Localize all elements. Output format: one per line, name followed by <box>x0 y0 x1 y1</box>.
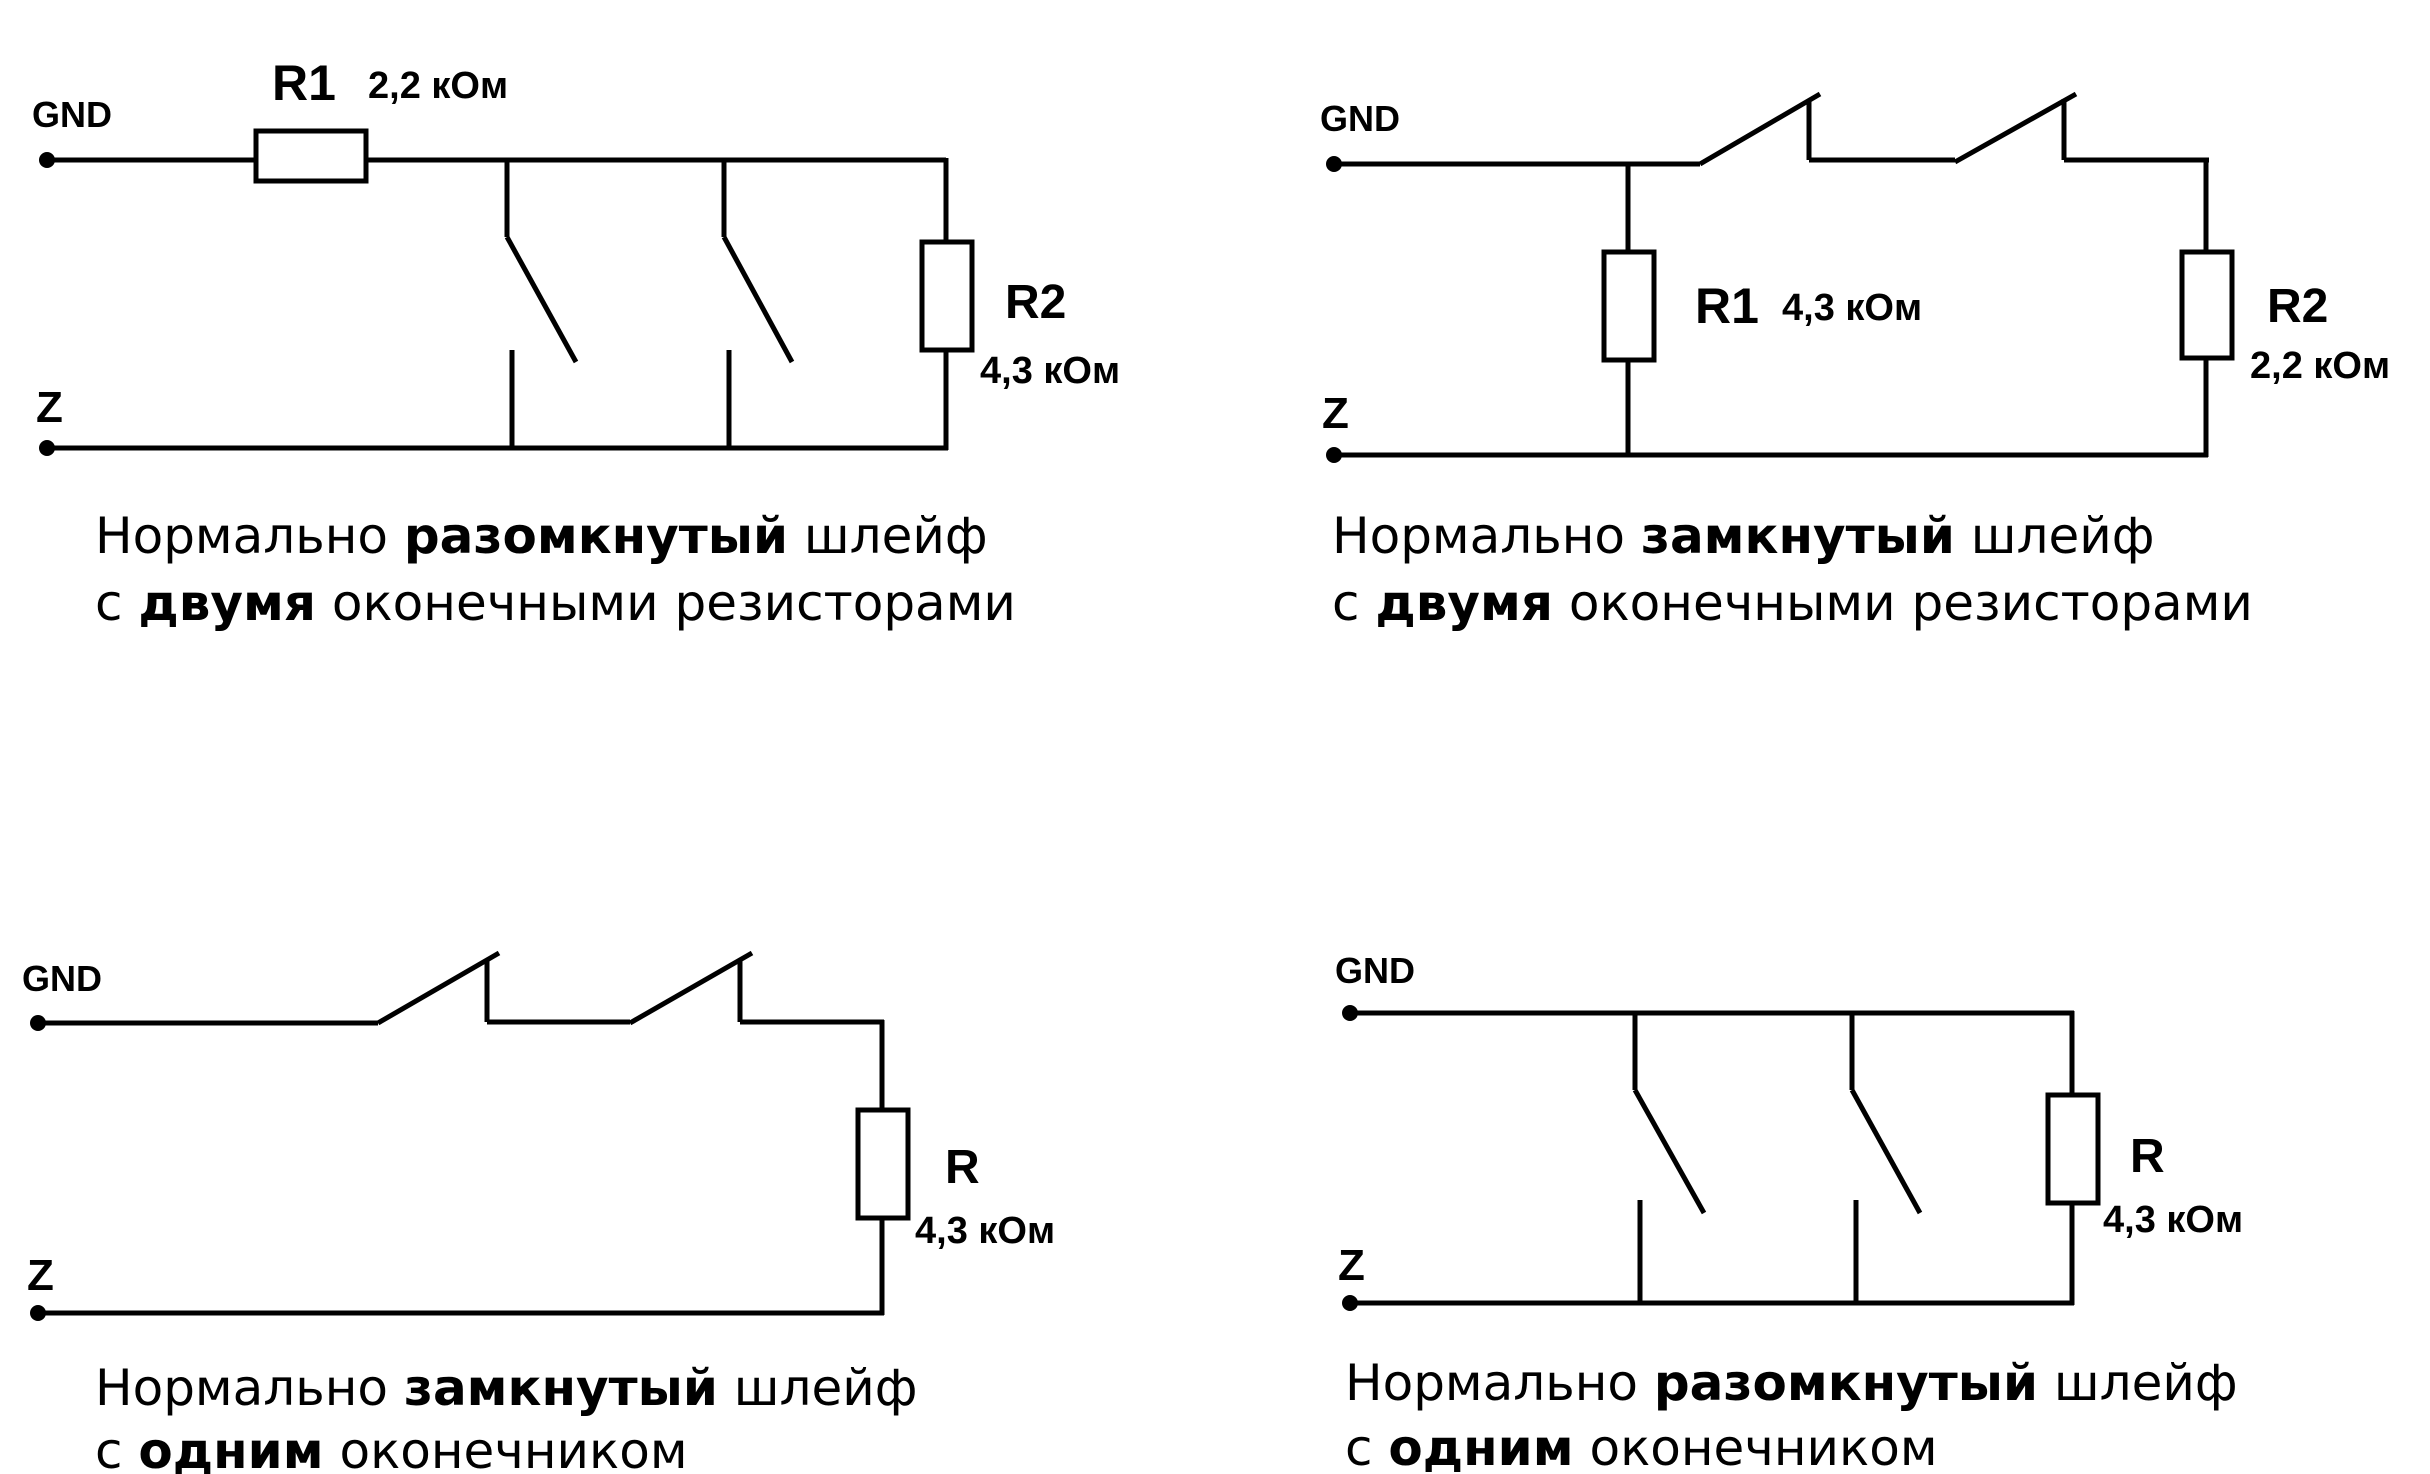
panel-no-two-resistors: GND Z R1 2,2 кОм R2 4,3 кОм Нормально ра… <box>32 55 1120 632</box>
caption-line-2: с двумя оконечными резисторами <box>1332 574 2253 632</box>
r1-resistor <box>253 128 369 184</box>
gnd-label: GND <box>1320 98 1400 139</box>
switch-1 <box>376 950 501 1026</box>
switch-1 <box>1698 91 1822 167</box>
gnd-label: GND <box>1335 950 1415 991</box>
caption-line-2: с одним оконечником <box>1345 1419 1938 1474</box>
caption-line-1: Нормально разомкнутый шлейф <box>95 507 988 565</box>
caption-line-2: с двумя оконечными резисторами <box>95 574 1016 632</box>
loop-wires <box>47 157 949 451</box>
r2-name: R2 <box>1005 276 1066 329</box>
panel-nc-two-resistors: GND Z R1 4,3 кОм R2 2,2 кОм Нормально з <box>1320 91 2390 632</box>
loop-wires <box>38 960 885 1316</box>
switch-2 <box>721 160 795 448</box>
caption-line-2: с одним оконечником <box>95 1422 688 1474</box>
r1-resistor <box>1601 249 1657 363</box>
r1-name: R1 <box>1695 278 1759 334</box>
r1-name: R1 <box>272 55 336 111</box>
gnd-label: GND <box>32 94 112 135</box>
r2-name: R2 <box>2267 280 2328 333</box>
gnd-label: GND <box>22 958 102 999</box>
caption-line-1: Нормально замкнутый шлейф <box>1332 507 2154 565</box>
caption-line-1: Нормально разомкнутый шлейф <box>1345 1354 2238 1412</box>
r-resistor <box>855 1107 911 1221</box>
loop-wires <box>1334 99 2209 458</box>
r2-resistor <box>919 239 975 353</box>
z-label: Z <box>1322 389 1349 438</box>
panel-nc-one-terminator: GND Z R 4,3 кОм Нормально замкнутый шлей… <box>22 950 1055 1474</box>
z-label: Z <box>27 1251 54 1300</box>
switch-2 <box>1953 91 2078 165</box>
r-value: 4,3 кОм <box>915 1210 1055 1252</box>
r-resistor <box>2045 1092 2101 1206</box>
panel-no-one-terminator: GND Z R 4,3 кОм Нормально разомкнутый шл… <box>1335 950 2243 1474</box>
z-label: Z <box>1338 1241 1365 1290</box>
switch-1 <box>504 160 579 448</box>
r-name: R <box>945 1141 980 1194</box>
loop-wires <box>1350 1010 2075 1306</box>
switch-1 <box>1632 1013 1707 1303</box>
r2-resistor <box>2179 249 2235 361</box>
z-label: Z <box>36 383 63 432</box>
r2-value: 4,3 кОм <box>980 350 1120 392</box>
r1-value: 2,2 кОм <box>368 65 508 107</box>
r-name: R <box>2130 1130 2165 1183</box>
r1-value: 4,3 кОм <box>1782 287 1922 329</box>
switch-2 <box>1849 1013 1923 1303</box>
r-value: 4,3 кОм <box>2103 1199 2243 1241</box>
switch-2 <box>628 950 754 1026</box>
r2-value: 2,2 кОм <box>2250 345 2390 387</box>
caption-line-1: Нормально замкнутый шлейф <box>95 1359 917 1417</box>
